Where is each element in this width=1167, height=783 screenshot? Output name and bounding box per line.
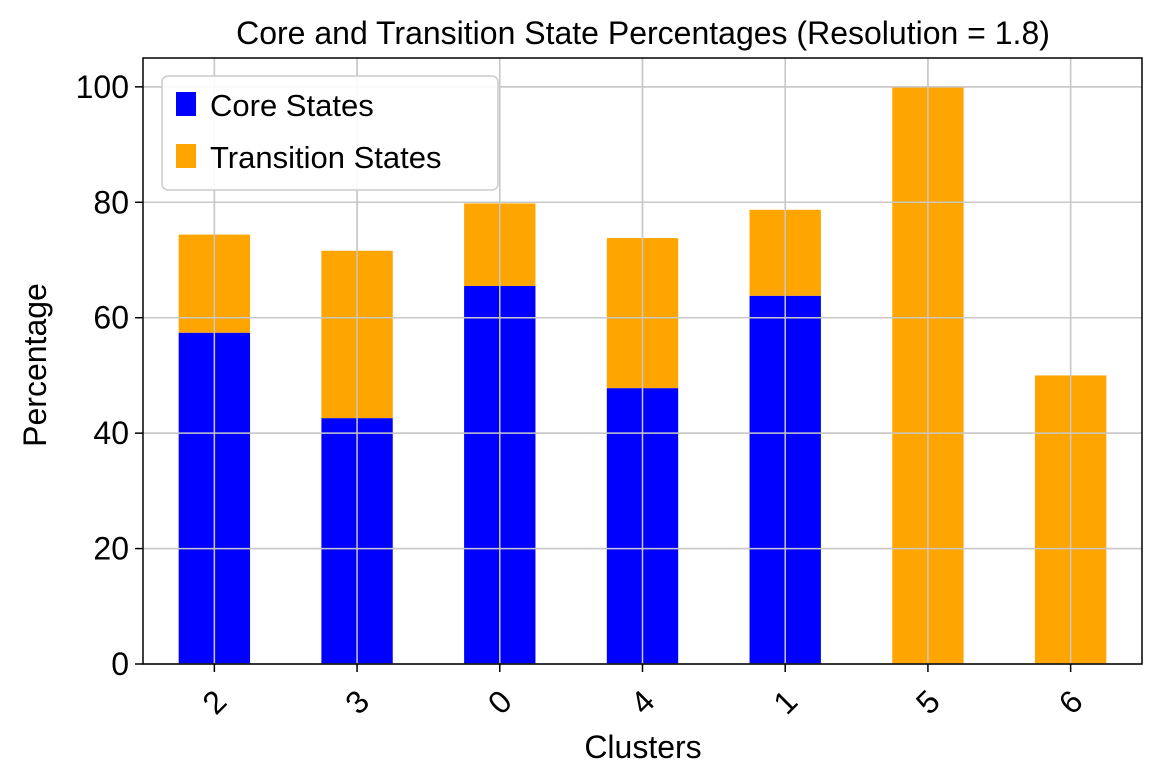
legend-label-transition: Transition States [210, 140, 441, 175]
x-axis-label: Clusters [584, 729, 701, 765]
x-tick-label: 1 [766, 683, 804, 721]
y-tick-label: 100 [76, 69, 129, 105]
x-tick-label: 3 [338, 683, 376, 721]
y-axis-ticks: 0 20 40 60 80 100 [76, 69, 143, 682]
legend-swatch-core [176, 92, 196, 116]
x-tick-label: 4 [623, 683, 661, 721]
y-tick-label: 40 [93, 415, 129, 451]
y-axis-label: Percentage [17, 283, 53, 447]
x-tick-label: 2 [195, 683, 233, 721]
chart-title: Core and Transition State Percentages (R… [236, 15, 1050, 51]
legend: Core States Transition States [161, 75, 499, 191]
x-axis-ticks: 2 3 0 4 1 5 6 [195, 664, 1090, 721]
y-tick-label: 20 [93, 531, 129, 567]
legend-swatch-transition [176, 144, 196, 168]
x-tick-label: 6 [1052, 683, 1090, 721]
x-tick-label: 0 [481, 683, 519, 721]
bars [143, 58, 1142, 665]
legend-label-core: Core States [210, 88, 374, 123]
y-tick-label: 0 [111, 646, 129, 682]
y-tick-label: 60 [93, 300, 129, 336]
x-tick-label: 5 [909, 683, 947, 721]
y-tick-label: 80 [93, 184, 129, 220]
legend-box [161, 75, 499, 191]
